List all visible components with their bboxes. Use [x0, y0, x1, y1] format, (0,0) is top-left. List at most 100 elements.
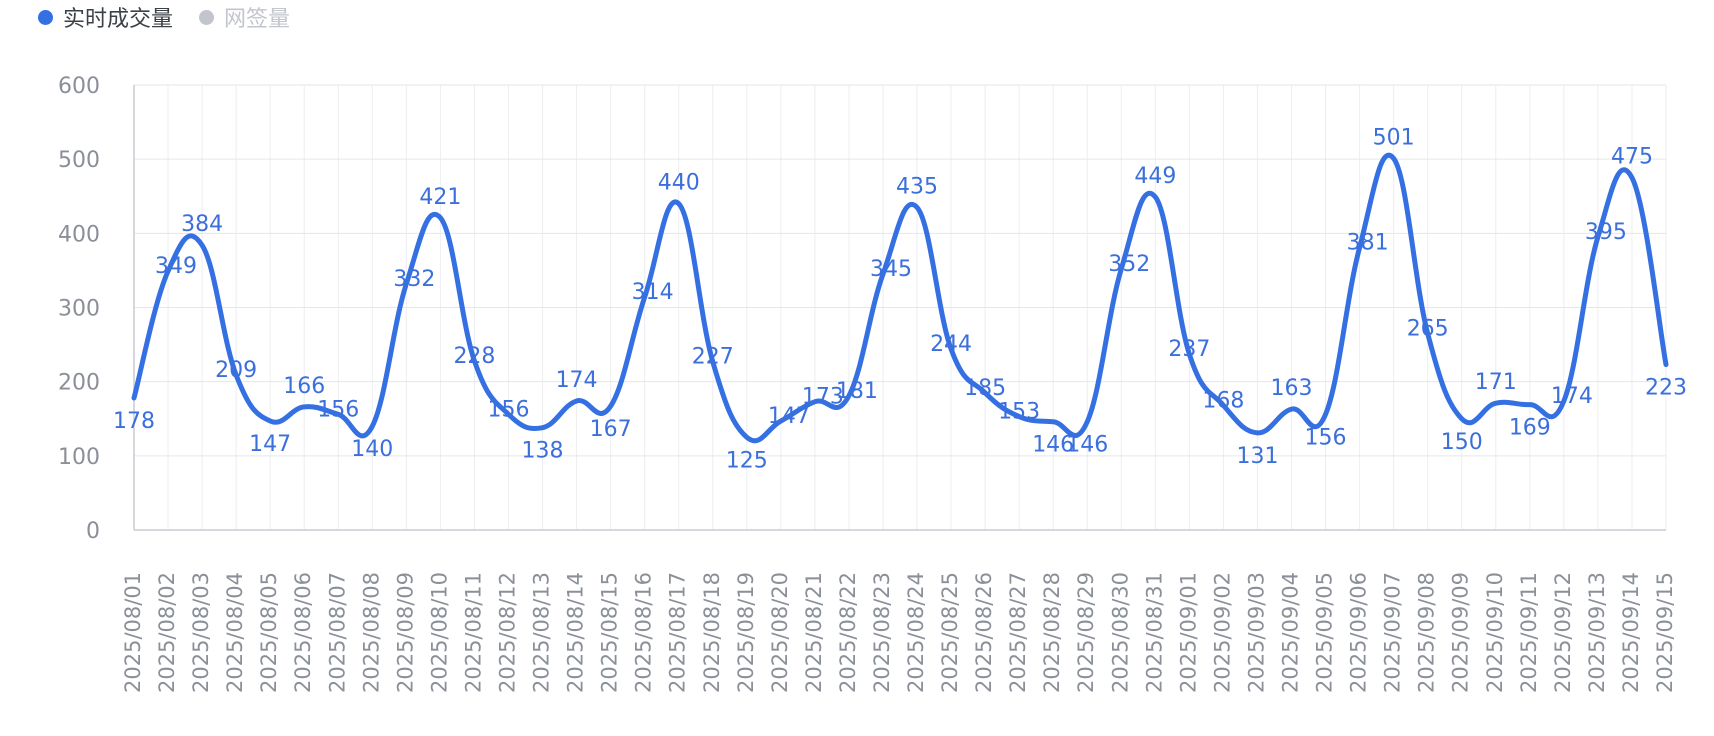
x-tick-label: 2025/09/12 [1551, 572, 1575, 693]
x-tick-label: 2025/09/07 [1381, 572, 1405, 693]
x-tick-label: 2025/08/28 [1040, 572, 1064, 693]
x-tick-label: 2025/08/14 [564, 572, 588, 693]
data-label: 352 [1108, 252, 1150, 277]
legend-marker [199, 9, 215, 25]
data-label: 146 [1066, 433, 1108, 458]
data-label: 140 [351, 437, 393, 462]
x-tick-label: 2025/08/06 [291, 572, 315, 693]
data-label: 314 [632, 280, 674, 305]
data-label: 153 [998, 400, 1040, 425]
data-label: 167 [590, 417, 632, 442]
x-tick-label: 2025/08/11 [461, 572, 485, 693]
x-tick-label: 2025/08/20 [768, 572, 792, 693]
data-label: 421 [419, 185, 461, 210]
data-label: 131 [1236, 444, 1278, 469]
x-tick-label: 2025/09/03 [1244, 572, 1268, 693]
data-label: 156 [487, 397, 529, 422]
data-label: 168 [1202, 388, 1244, 413]
data-label: 146 [1032, 433, 1074, 458]
legend-label: 网签量 [224, 7, 291, 32]
data-label: 440 [658, 171, 700, 196]
data-label: 174 [556, 368, 598, 393]
x-tick-label: 2025/09/08 [1415, 572, 1439, 693]
data-label: 147 [249, 432, 291, 457]
y-tick-label: 400 [58, 222, 100, 247]
data-label: 223 [1645, 376, 1687, 401]
x-tick-label: 2025/08/29 [1074, 572, 1098, 693]
data-label: 185 [964, 376, 1006, 401]
x-tick-label: 2025/08/02 [155, 572, 179, 693]
legend-label: 实时成交量 [63, 7, 174, 32]
data-label: 345 [870, 257, 912, 282]
x-tick-label: 2025/08/26 [972, 572, 996, 693]
legend-marker [38, 9, 53, 25]
data-label: 178 [113, 409, 155, 434]
x-tick-label: 2025/08/30 [1108, 572, 1132, 693]
x-tick-label: 2025/08/05 [257, 572, 281, 693]
data-label: 265 [1407, 316, 1449, 341]
data-label: 227 [692, 345, 734, 370]
data-label: 166 [283, 374, 325, 399]
y-tick-label: 500 [58, 148, 100, 173]
data-label: 147 [768, 404, 810, 429]
x-tick-label: 2025/09/05 [1313, 572, 1337, 693]
data-label: 501 [1373, 125, 1415, 150]
data-label: 171 [1475, 370, 1517, 395]
x-tick-label: 2025/08/04 [223, 572, 247, 693]
x-tick-label: 2025/08/21 [802, 572, 826, 693]
data-label: 384 [181, 212, 223, 237]
legend-item-signed-volume[interactable]: 网签量 [199, 1, 290, 33]
x-tick-label: 2025/08/03 [189, 572, 213, 693]
data-label: 181 [836, 379, 878, 404]
x-tick-label: 2025/08/13 [530, 572, 554, 693]
data-label: 138 [522, 439, 564, 464]
chart-legend: 实时成交量 网签量 [38, 2, 290, 32]
x-tick-label: 2025/08/27 [1006, 572, 1030, 693]
data-label: 174 [1551, 384, 1593, 409]
data-label: 163 [1271, 376, 1313, 401]
y-tick-label: 600 [58, 74, 100, 99]
data-label: 169 [1509, 416, 1551, 441]
y-tick-label: 0 [86, 519, 100, 544]
data-label: 349 [155, 254, 197, 279]
data-label: 332 [393, 267, 435, 292]
x-tick-label: 2025/08/23 [870, 572, 894, 693]
x-tick-label: 2025/08/16 [632, 572, 656, 693]
x-tick-label: 2025/08/19 [734, 572, 758, 693]
data-label: 150 [1441, 430, 1483, 455]
legend-item-realtime-volume[interactable]: 实时成交量 [38, 1, 173, 33]
x-tick-label: 2025/08/09 [393, 572, 417, 693]
x-tick-label: 2025/09/10 [1483, 572, 1507, 693]
x-tick-label: 2025/08/31 [1142, 572, 1166, 693]
data-label: 435 [896, 174, 938, 199]
x-tick-label: 2025/09/15 [1653, 572, 1677, 693]
x-tick-label: 2025/09/01 [1176, 572, 1200, 693]
data-label: 228 [453, 344, 495, 369]
x-tick-label: 2025/08/07 [325, 572, 349, 693]
x-tick-label: 2025/08/12 [495, 572, 519, 693]
data-label: 209 [215, 358, 257, 383]
data-label: 244 [930, 332, 972, 357]
y-tick-label: 200 [58, 371, 100, 396]
x-tick-label: 2025/09/11 [1517, 572, 1541, 693]
x-tick-label: 2025/08/22 [836, 572, 860, 693]
x-tick-label: 2025/08/25 [938, 572, 962, 693]
data-label: 395 [1585, 220, 1627, 245]
x-tick-label: 2025/08/18 [700, 572, 724, 693]
x-tick-label: 2025/09/14 [1619, 572, 1643, 693]
data-label: 237 [1168, 337, 1210, 362]
x-tick-label: 2025/09/13 [1585, 572, 1609, 693]
x-tick-label: 2025/09/04 [1279, 572, 1303, 693]
data-label: 156 [317, 397, 359, 422]
x-tick-label: 2025/09/06 [1347, 572, 1371, 693]
y-tick-label: 100 [58, 445, 100, 470]
data-label: 475 [1611, 145, 1653, 170]
series-line-realtime-volume [131, 152, 1669, 444]
data-label: 381 [1347, 230, 1389, 255]
x-tick-label: 2025/08/08 [359, 572, 383, 693]
x-tick-label: 2025/08/10 [427, 572, 451, 693]
data-label: 449 [1134, 164, 1176, 189]
data-label: 173 [802, 385, 844, 410]
x-tick-label: 2025/09/02 [1210, 572, 1234, 693]
